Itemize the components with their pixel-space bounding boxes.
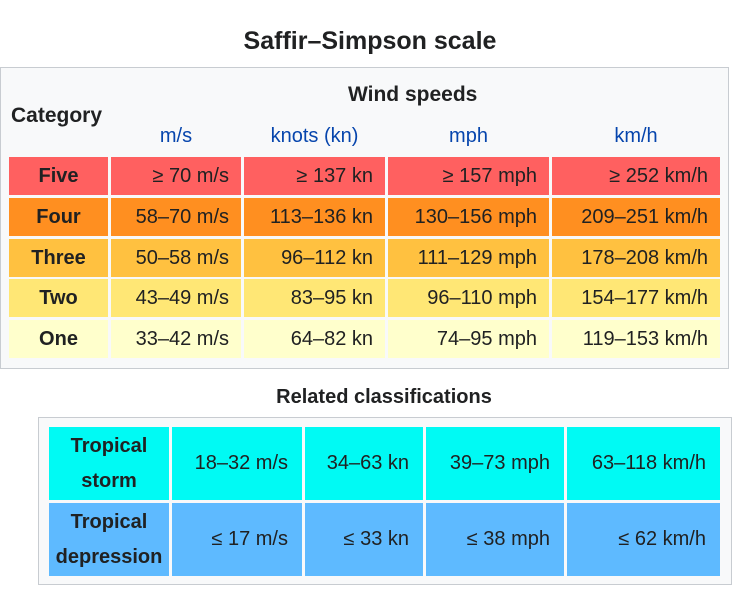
wind-speed-cell-kmh: ≥ 252 km/h [552, 157, 720, 195]
related-speed-cell-mph: ≤ 38 mph [426, 503, 564, 576]
related-label-line2[interactable]: storm [81, 469, 137, 492]
category-label: Four [9, 198, 108, 236]
page-title: Saffir–Simpson scale [243, 27, 497, 55]
unit-header-mph[interactable]: mph [449, 125, 488, 147]
wind-speed-cell-mph: 74–95 mph [388, 320, 549, 358]
category-label: Two [9, 279, 108, 317]
related-title: Related classifications [276, 386, 492, 408]
wind-speed-cell-ms: 43–49 m/s [111, 279, 241, 317]
unit-header-ms[interactable]: m/s [159, 125, 193, 147]
related-speed-cell-kn: ≤ 33 kn [305, 503, 423, 576]
related-category-label: Tropical storm [49, 427, 169, 500]
wind-speed-cell-kn: 83–95 kn [244, 279, 385, 317]
related-speed-cell-mph: 39–73 mph [426, 427, 564, 500]
wind-speed-cell-mph: 111–129 mph [388, 239, 549, 277]
related-label-line2[interactable]: depression [55, 545, 163, 568]
wind-speed-cell-ms: 33–42 m/s [111, 320, 241, 358]
wind-speed-cell-ms: 58–70 m/s [111, 198, 241, 236]
wind-speed-cell-mph: 96–110 mph [388, 279, 549, 317]
unit-header-knots[interactable]: knots (kn) [270, 125, 359, 147]
wind-speeds-header: Wind speeds [348, 83, 478, 106]
related-category-label: Tropical depression [49, 503, 169, 576]
wind-speed-cell-kn: 96–112 kn [244, 239, 385, 277]
category-label: Five [9, 157, 108, 195]
wind-speed-cell-kmh: 154–177 km/h [552, 279, 720, 317]
unit-header-kmh[interactable]: km/h [614, 125, 658, 147]
related-speed-cell-kmh: ≤ 62 km/h [567, 503, 720, 576]
category-label: Three [9, 239, 108, 277]
wind-speed-cell-kn: ≥ 137 kn [244, 157, 385, 195]
wind-speed-cell-kn: 113–136 kn [244, 198, 385, 236]
related-speed-cell-kn: 34–63 kn [305, 427, 423, 500]
wind-speed-cell-kmh: 178–208 km/h [552, 239, 720, 277]
related-label-line1[interactable]: Tropical [70, 434, 148, 457]
wind-speed-cell-mph: ≥ 157 mph [388, 157, 549, 195]
category-label: One [9, 320, 108, 358]
related-speed-cell-ms: ≤ 17 m/s [172, 503, 302, 576]
category-header: Category [11, 104, 103, 127]
wind-speed-cell-kmh: 209–251 km/h [552, 198, 720, 236]
wind-speed-cell-kmh: 119–153 km/h [552, 320, 720, 358]
wind-speed-cell-ms: 50–58 m/s [111, 239, 241, 277]
wind-speed-cell-ms: ≥ 70 m/s [111, 157, 241, 195]
related-speed-cell-kmh: 63–118 km/h [567, 427, 720, 500]
related-speed-cell-ms: 18–32 m/s [172, 427, 302, 500]
related-label-line1[interactable]: Tropical [70, 510, 148, 533]
wind-speed-cell-kn: 64–82 kn [244, 320, 385, 358]
wind-speed-cell-mph: 130–156 mph [388, 198, 549, 236]
